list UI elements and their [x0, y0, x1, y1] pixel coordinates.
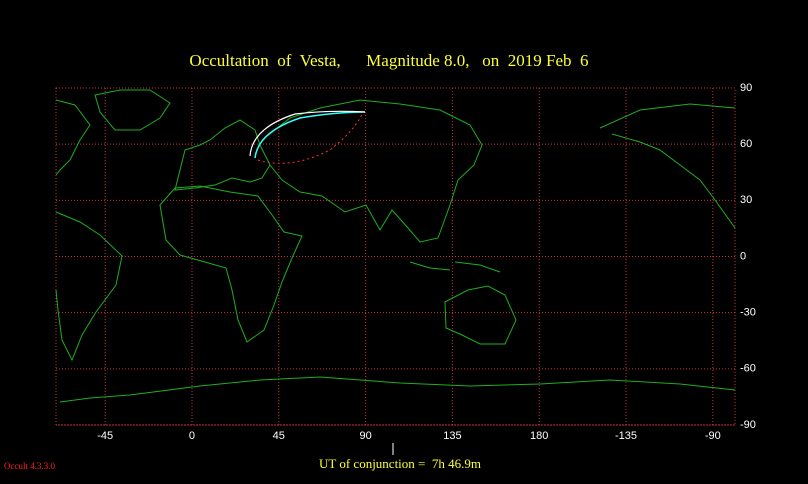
asia	[261, 99, 483, 243]
antarctica	[59, 376, 736, 403]
greenland	[94, 89, 171, 131]
x-tick-label: -90	[705, 430, 721, 442]
y-tick-label: -30	[740, 307, 756, 319]
path-center	[249, 110, 366, 157]
north-america	[599, 103, 736, 229]
australia	[444, 285, 517, 345]
x-tick-label: -135	[615, 430, 637, 442]
y-tick-label: 0	[740, 250, 746, 262]
x-tick-label: 0	[189, 430, 195, 442]
x-tick-label: -45	[97, 430, 113, 442]
canada-east	[55, 99, 91, 176]
y-tick-label: -60	[740, 363, 756, 375]
chart-title: Occultation of Vesta, Magnitude 8.0, on …	[189, 51, 588, 70]
x-tick-label: 90	[359, 430, 371, 442]
version-label: Occult 4.3.3.0	[4, 461, 55, 471]
indonesia	[409, 261, 501, 273]
conjunction-label: UT of conjunction = 7h 46.9m	[319, 456, 481, 471]
y-tick-label: -90	[740, 419, 756, 431]
y-tick-label: 30	[740, 194, 752, 206]
y-tick-label: 60	[740, 138, 752, 150]
africa	[159, 185, 303, 343]
south-america	[55, 211, 123, 362]
path-edge-south	[257, 113, 363, 164]
x-tick-label: 180	[530, 430, 548, 442]
y-tick-label: 90	[740, 82, 752, 94]
x-tick-label: 45	[273, 430, 285, 442]
coastlines	[55, 89, 736, 403]
path-edge-north	[254, 111, 366, 159]
x-tick-label: 135	[443, 430, 461, 442]
